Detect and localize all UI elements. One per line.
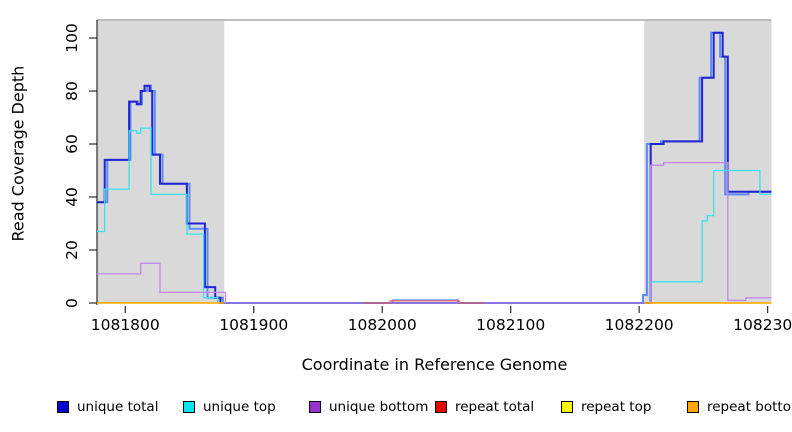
y-tick-label: 20 [63, 240, 81, 260]
y-tick-label: 0 [63, 298, 81, 308]
legend-swatch-icon [687, 401, 699, 413]
legend-label: repeat bottom [707, 399, 792, 415]
series-line-total [97, 31, 772, 304]
y-tick-label: 80 [63, 81, 81, 101]
series-line-unique-top [97, 127, 772, 304]
series-line-unique-total [97, 31, 772, 304]
legend-label: unique top [203, 399, 276, 415]
series-line-unique-bottom [97, 161, 772, 304]
legend-label: unique total [77, 399, 159, 415]
y-tick-label: 60 [63, 134, 81, 154]
legend-label: unique bottom [329, 399, 429, 415]
x-tick-label: 1081900 [219, 316, 289, 334]
legend-swatch-icon [561, 401, 573, 413]
legend-item-repeat-total: repeat total [435, 398, 534, 416]
y-tick-label: 100 [63, 23, 81, 53]
legend-item-unique-top: unique top [183, 398, 276, 416]
legend-item-unique-total: unique total [57, 398, 158, 416]
legend-swatch-icon [435, 401, 447, 413]
legend: unique total unique top unique bottom repea… [0, 398, 792, 420]
legend-item-repeat-bottom: repeat bottom [687, 398, 792, 416]
legend-label: repeat top [581, 399, 652, 415]
legend-swatch-icon [57, 401, 69, 413]
x-tick-label: 1082100 [476, 316, 546, 334]
legend-item-repeat-top: repeat top [561, 398, 651, 416]
legend-swatch-icon [183, 401, 195, 413]
legend-label: repeat total [455, 399, 535, 415]
plot-canvas [89, 19, 772, 313]
x-tick-label: 1082000 [347, 316, 417, 334]
legend-item-unique-bottom: unique bottom [309, 398, 428, 416]
y-tick-label: 40 [63, 187, 81, 207]
series-line-repeat-total [362, 300, 485, 304]
x-tick-label: 1082200 [604, 316, 674, 334]
x-tick-label: 1081800 [90, 316, 160, 334]
x-axis-label: Coordinate in Reference Genome [301, 355, 568, 374]
y-axis-label: Read Coverage Depth [8, 65, 28, 242]
legend-swatch-icon [309, 401, 321, 413]
